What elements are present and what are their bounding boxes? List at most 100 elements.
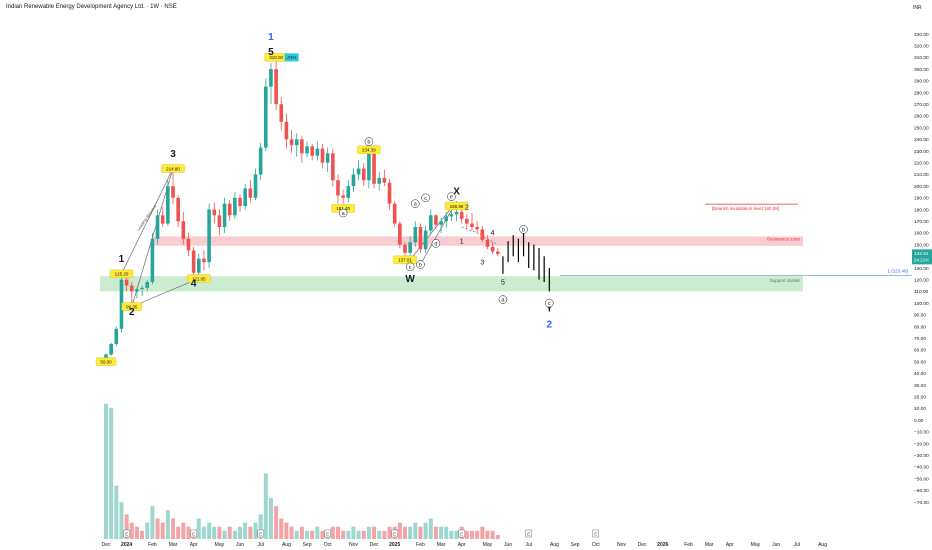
candle	[325, 147, 330, 173]
candle	[423, 225, 428, 253]
candle	[207, 203, 211, 268]
time-tick-label: Jul	[257, 542, 263, 548]
wave-label: 2	[129, 307, 135, 318]
leading-diagonal-label: Leading diagonal	[136, 204, 158, 232]
wave-label: 5	[501, 279, 505, 286]
volume-bar	[346, 530, 351, 539]
price-label: 99.35	[121, 302, 142, 311]
time-tick-label: Jun	[236, 542, 244, 548]
volume-bar	[176, 526, 181, 539]
candle-body	[222, 203, 227, 228]
volume-bar	[181, 522, 186, 539]
label-layer: 50.00 125.20 99.35 214.80 121.05 310.00 181.40…	[95, 32, 599, 538]
volume-bar	[243, 522, 248, 539]
wave-label: 3	[170, 149, 176, 160]
candle-body	[444, 216, 449, 222]
candle	[233, 191, 237, 219]
candle	[150, 232, 155, 285]
volume-bar	[196, 518, 201, 539]
event-marker-text: E	[192, 532, 195, 537]
candle-body	[253, 174, 258, 198]
price-tick-label: 180.00	[914, 207, 929, 213]
time-tick-label: Nov	[617, 542, 626, 548]
candle	[129, 282, 134, 305]
price-label-text: 181.40	[336, 206, 350, 211]
candle-body	[212, 209, 217, 216]
wave-line-3	[409, 201, 457, 260]
volume-bar	[145, 522, 150, 539]
candle	[459, 209, 464, 224]
circle-label-ring	[405, 262, 415, 272]
projection-layer	[502, 230, 550, 292]
price-tick-label: 210.00	[914, 172, 929, 178]
volume-bar	[284, 522, 289, 539]
candle	[485, 235, 490, 250]
chart-title: Indian Renewable Energy Development Agen…	[6, 4, 177, 10]
price-tick-label: −40.00	[914, 465, 929, 471]
price-tick-label: 130.00	[914, 266, 929, 272]
candle	[176, 195, 180, 228]
wave-label: 5	[268, 47, 274, 58]
candle-body	[346, 186, 351, 198]
wave-label: 2	[547, 320, 553, 331]
price-tick-label: 200.00	[914, 184, 929, 190]
candle	[310, 143, 314, 161]
candle-body	[140, 287, 144, 290]
price-label: 125.20	[109, 269, 134, 279]
time-tick-label: Aug	[550, 542, 559, 548]
time-tick-label: May	[751, 542, 761, 548]
time-tick-label: Jul	[794, 542, 800, 548]
circle-label-text: d	[434, 241, 437, 247]
volume-layer	[104, 403, 500, 539]
candle-body	[310, 146, 314, 156]
candle-body	[361, 168, 366, 181]
candle-body	[392, 203, 397, 224]
time-tick-label: May	[483, 542, 493, 548]
candle-body	[202, 258, 206, 263]
candle-body	[439, 221, 443, 225]
time-tick-label: Aug	[818, 542, 827, 548]
candle	[387, 179, 392, 210]
time-tick-label: Mar	[437, 542, 446, 548]
volume-bar	[253, 522, 258, 539]
candle-body	[129, 285, 134, 292]
support-zone	[100, 276, 803, 292]
price-tick-label: 30.00	[914, 383, 926, 389]
volume-bar	[454, 530, 459, 539]
volume-bar	[449, 530, 454, 539]
candle	[238, 194, 242, 212]
time-tick-label: Mar	[169, 542, 178, 548]
volume-bar	[258, 514, 263, 539]
volume-bar	[490, 530, 495, 539]
volume-bar	[310, 530, 315, 539]
candle-body	[325, 153, 330, 163]
current-price-value: 142.51	[914, 251, 929, 257]
candle	[418, 223, 423, 253]
price-label: 121.05	[187, 274, 211, 283]
candle	[279, 97, 284, 130]
volume-bar	[279, 518, 284, 539]
candle	[269, 63, 273, 105]
candle	[470, 213, 474, 231]
time-tick-label: Jul	[526, 542, 532, 548]
volume-bar	[160, 522, 165, 539]
wave-line-4	[420, 201, 457, 265]
candle-body	[459, 211, 464, 219]
volume-bar	[377, 530, 382, 539]
circle-label: a	[411, 199, 420, 208]
circle-label-text: a	[501, 298, 505, 304]
circle-label: d	[431, 239, 441, 248]
candle-body	[408, 242, 412, 253]
wave-label: 1	[119, 254, 125, 265]
event-marker-text: E	[326, 532, 329, 537]
wave-label: 2	[465, 205, 469, 212]
candle-body	[315, 148, 320, 156]
circle-label-text: a	[414, 202, 418, 208]
candle-body	[217, 215, 222, 228]
volume-bar	[341, 530, 346, 539]
price-tick-label: −30.00	[914, 453, 929, 459]
price-tick-label: −50.00	[914, 476, 929, 482]
circle-label-ring	[416, 260, 425, 269]
candle-body	[160, 215, 165, 224]
